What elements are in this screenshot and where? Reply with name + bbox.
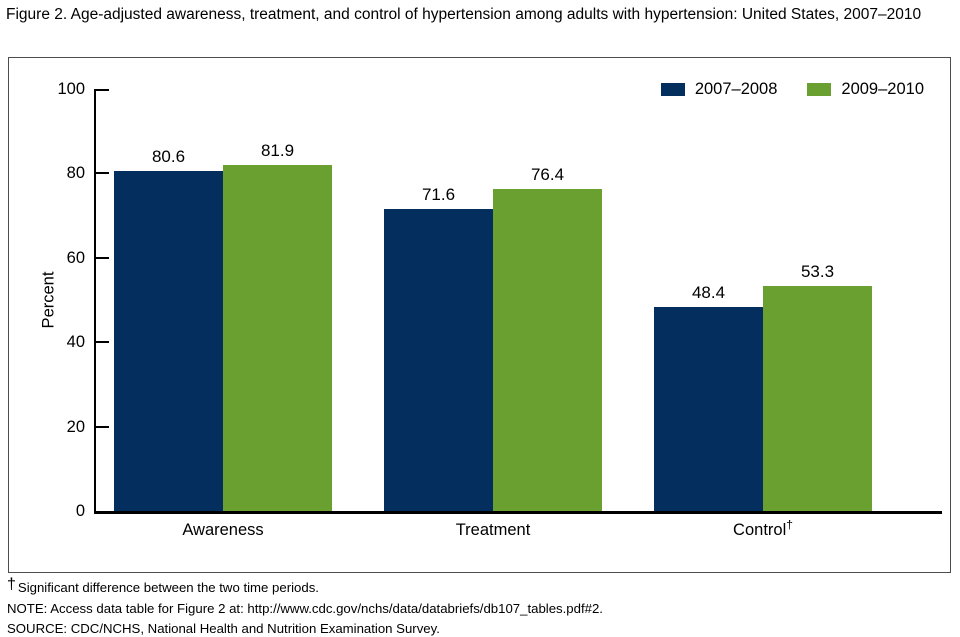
bar-2007-2008-awareness xyxy=(114,170,223,511)
y-tick-label-20: 20 xyxy=(66,417,85,436)
bar-2009-2010-awareness xyxy=(223,165,332,511)
footnotes: † Significant difference between the two … xyxy=(7,576,603,637)
x-category-label-awareness: Awareness xyxy=(182,521,264,539)
y-tick-60 xyxy=(96,256,109,259)
y-tick-40 xyxy=(96,341,109,344)
bar-value-label-2007-2008-control: 48.4 xyxy=(691,282,726,302)
legend-swatch-2007-2008 xyxy=(660,83,685,96)
footnote-dagger: † Significant difference between the two … xyxy=(7,576,603,599)
bar-2007-2008-treatment xyxy=(384,208,493,511)
legend-swatch-2009-2010 xyxy=(807,83,832,96)
legend-item-2007-2008: 2007–2008 xyxy=(660,80,778,99)
dagger-symbol: † xyxy=(7,576,16,593)
bar-value-label-2009-2010-control: 53.3 xyxy=(800,262,835,282)
x-category-label-control: Control† xyxy=(733,517,793,540)
chart-legend: 2007–2008 2009–2010 xyxy=(660,80,924,99)
bar-2009-2010-treatment xyxy=(493,188,602,511)
bar-2009-2010-control xyxy=(763,286,872,511)
legend-label-2007-2008: 2007–2008 xyxy=(694,80,778,98)
footnote-source: SOURCE: CDC/NCHS, National Health and Nu… xyxy=(7,621,440,636)
figure-title: Figure 2. Age-adjusted awareness, treatm… xyxy=(6,6,922,23)
legend-label-2009-2010: 2009–2010 xyxy=(841,80,924,98)
bar-2007-2008-control xyxy=(654,306,763,511)
y-axis-line xyxy=(94,89,96,514)
y-tick-80 xyxy=(96,172,109,175)
y-axis-title: Percent xyxy=(39,271,58,329)
footnote-dagger-text: Significant difference between the two t… xyxy=(17,580,319,595)
y-tick-100 xyxy=(96,89,109,91)
x-category-label-treatment: Treatment xyxy=(455,521,531,539)
footnote-note: NOTE: Access data table for Figure 2 at:… xyxy=(7,600,603,616)
bar-value-label-2007-2008-awareness: 80.6 xyxy=(151,146,186,166)
x-axis-line xyxy=(94,511,942,514)
y-tick-20 xyxy=(96,425,109,428)
bar-value-label-2009-2010-awareness: 81.9 xyxy=(260,141,295,161)
dagger-superscript: † xyxy=(786,517,793,532)
y-tick-label-100: 100 xyxy=(57,80,85,98)
bar-value-label-2007-2008-treatment: 71.6 xyxy=(421,184,456,204)
chart-frame: 2007–2008 2009–2010 Percent 0 20 40 60 80 100 8… xyxy=(8,57,951,573)
y-tick-label-60: 60 xyxy=(66,248,85,267)
y-tick-label-40: 40 xyxy=(66,333,85,352)
y-tick-label-0: 0 xyxy=(75,502,85,520)
bar-value-label-2009-2010-treatment: 76.4 xyxy=(530,164,565,184)
y-tick-label-80: 80 xyxy=(66,164,85,183)
legend-item-2009-2010: 2009–2010 xyxy=(807,80,924,99)
